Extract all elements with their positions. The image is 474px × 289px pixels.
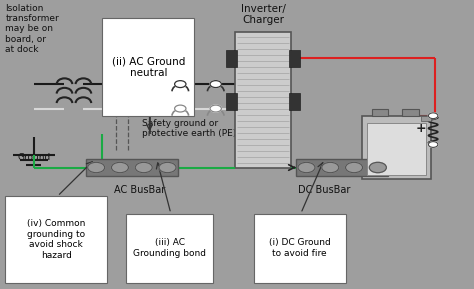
Circle shape [346,162,363,173]
Circle shape [174,81,186,88]
FancyBboxPatch shape [235,32,292,168]
Circle shape [322,162,339,173]
FancyBboxPatch shape [402,109,419,116]
Circle shape [369,162,386,173]
Text: (ii) AC Ground
neutral: (ii) AC Ground neutral [112,56,185,78]
FancyBboxPatch shape [254,214,346,283]
Text: +: + [415,122,426,135]
Text: Neutral (N): Neutral (N) [143,104,193,113]
FancyBboxPatch shape [372,109,388,116]
Text: DC BusBar: DC BusBar [298,185,351,195]
Circle shape [428,142,438,147]
FancyBboxPatch shape [226,93,237,110]
FancyBboxPatch shape [86,159,178,176]
Circle shape [210,81,221,88]
Text: Ground: Ground [17,153,50,162]
Text: Safety ground or
protective earth (PE): Safety ground or protective earth (PE) [143,119,237,138]
FancyBboxPatch shape [296,159,388,176]
Text: (iv) Common
grounding to
avoid shock
hazard: (iv) Common grounding to avoid shock haz… [27,219,85,260]
FancyBboxPatch shape [126,214,213,283]
FancyBboxPatch shape [102,18,194,116]
FancyBboxPatch shape [290,50,300,67]
Text: (i) DC Ground
to avoid fire: (i) DC Ground to avoid fire [269,238,330,258]
FancyBboxPatch shape [367,123,426,175]
Circle shape [88,162,105,173]
Text: (iii) AC
Grounding bond: (iii) AC Grounding bond [133,238,206,258]
FancyBboxPatch shape [5,196,107,283]
Circle shape [135,162,152,173]
Circle shape [428,113,438,118]
Text: AC BusBar: AC BusBar [115,185,166,195]
Circle shape [111,162,128,173]
Circle shape [210,105,221,112]
FancyBboxPatch shape [290,93,300,110]
Text: Load (L): Load (L) [143,87,179,96]
Circle shape [159,162,176,173]
FancyBboxPatch shape [362,116,431,179]
Circle shape [174,105,186,112]
Text: Inverter/
Charger: Inverter/ Charger [241,3,285,25]
FancyBboxPatch shape [226,50,237,67]
Circle shape [298,162,315,173]
Text: Isolation
transformer
may be on
board, or
at dock: Isolation transformer may be on board, o… [5,3,59,54]
FancyBboxPatch shape [421,116,431,121]
